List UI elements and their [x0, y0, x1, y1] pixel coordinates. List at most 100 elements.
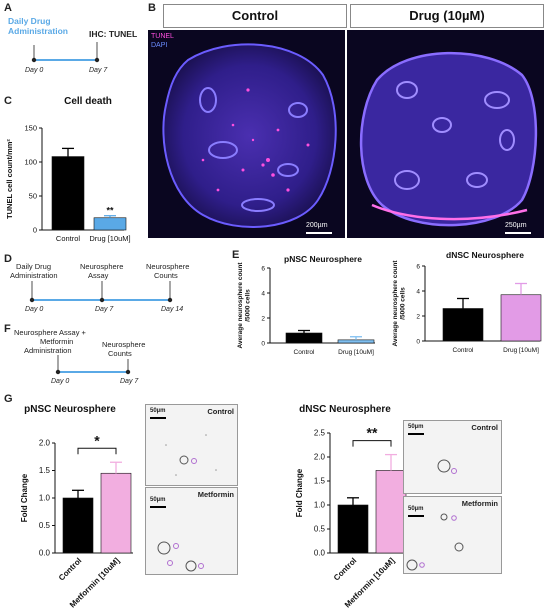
y-tick-label: 6	[416, 264, 420, 271]
chart-title: Cell death	[64, 96, 112, 107]
bf-dnsc-metformin-label: Metformin	[461, 499, 498, 508]
timeline-f-tick-1: Day 0	[51, 378, 69, 385]
panel-letter-b: B	[148, 2, 156, 14]
timeline-f-tick-2: Day 7	[120, 378, 139, 385]
bar	[51, 156, 85, 231]
bar	[337, 339, 375, 344]
timeline-a-label-top: Daily Drug Administration	[8, 16, 68, 36]
panel-letter-c: C	[4, 95, 12, 107]
brightfield-pnsc-control: Control 50µm	[145, 404, 238, 486]
chart-title: dNSC Neurosphere	[446, 250, 524, 260]
y-tick-label: 50	[29, 192, 37, 201]
y-tick-label: 4	[261, 291, 265, 298]
timeline-f: Neurosphere Assay + Metformin Administrati…	[14, 328, 145, 385]
y-tick-label: 2.5	[314, 429, 326, 438]
timeline-d-event-2: Neurosphere Assay	[80, 262, 123, 280]
scalebar-right	[505, 232, 531, 234]
x-tick-label: Control	[57, 556, 83, 582]
x-tick-label: Control	[332, 556, 358, 582]
significance-label: *	[94, 432, 100, 448]
chart-title: pNSC Neurosphere	[24, 404, 116, 415]
y-tick-label: 4	[416, 289, 420, 296]
scalebar-label-right: 250µm	[505, 222, 527, 229]
timeline-d-event-3: Neurosphere Counts	[146, 262, 189, 280]
header-control: Control	[163, 4, 347, 28]
timeline-a: Daily Drug Administration IHC: TUNEL Day …	[8, 16, 137, 74]
chart-dnsc-g: dNSC Neurosphere Fold Change 0.0 0.5 1.0 1.5 2…	[295, 404, 408, 608]
y-tick-label: 0.0	[314, 549, 326, 558]
bf-dnsc-scale-label-1: 50µm	[408, 424, 424, 430]
legend-tunel: TUNEL	[151, 33, 174, 40]
y-axis-label: Average neurosphere count/5000 cells	[237, 262, 252, 349]
bf-pnsc-scale-label-2: 50µm	[150, 497, 166, 503]
significance-bracket	[352, 440, 392, 447]
timeline-f-event-2: Neurosphere Counts	[102, 340, 145, 358]
y-tick-label: 0.5	[314, 525, 326, 534]
y-axis-label: TUNEL cell count/mm²	[5, 139, 14, 219]
timeline-a-tick-start: Day 0	[25, 67, 43, 74]
timeline-d-event-1: Daily Drug Administration	[10, 262, 58, 280]
y-tick-label: 0.5	[39, 521, 51, 530]
x-tick-label: Control	[294, 349, 316, 356]
micrograph-control: TUNEL DAPI 200µm	[148, 30, 345, 238]
bar	[442, 308, 484, 342]
chart-pnsc-g: pNSC Neurosphere Fold Change 0.0 0.5 1.0 1.5 2…	[20, 404, 133, 608]
timeline-f-event-1: Neurosphere Assay + Metformin Administrati…	[14, 328, 87, 355]
bar	[500, 294, 542, 342]
timeline-d: Daily Drug Administration Neurosphere Assa…	[10, 262, 189, 313]
bar	[93, 217, 127, 231]
timeline-d-tick-2: Day 7	[95, 306, 114, 313]
x-tick-label: Drug [10uM]	[503, 347, 539, 354]
panel-letter-d: D	[4, 253, 12, 265]
bf-pnsc-scale-label-1: 50µm	[150, 408, 166, 414]
y-tick-label: 2	[416, 314, 420, 321]
brightfield-dnsc-control: Control 50µm	[403, 420, 502, 494]
y-tick-label: 1.0	[314, 501, 326, 510]
significance-bracket	[77, 447, 117, 455]
panel-letter-f: F	[4, 323, 11, 335]
tissue-control-image	[162, 43, 337, 228]
chart-pnsc-e: pNSC Neurosphere Average neurosphere coun…	[237, 254, 375, 356]
panel-letter-a: A	[4, 2, 12, 14]
bar	[100, 472, 132, 554]
significance-label: **	[367, 425, 378, 441]
y-tick-label: 150	[24, 124, 37, 133]
y-tick-label: 1.5	[39, 466, 51, 475]
bf-pnsc-control-label: Control	[207, 407, 234, 416]
bf-dnsc-scale-label-2: 50µm	[408, 506, 424, 512]
significance-label: **	[106, 206, 114, 216]
x-tick-label: Drug [10uM]	[89, 234, 130, 243]
bar	[337, 504, 369, 554]
y-tick-label: 0	[33, 226, 37, 235]
panel-letter-g: G	[4, 393, 13, 405]
chart-title: pNSC Neurosphere	[284, 254, 362, 264]
brightfield-pnsc-metformin: Metformin 50µm	[145, 487, 238, 575]
brightfield-dnsc-metformin: Metformin 50µm	[403, 496, 502, 574]
chart-cell-death: Cell death TUNEL cell count/mm² 0 50 100 150 C…	[5, 96, 131, 243]
x-tick-label: Control	[453, 347, 475, 354]
bar	[285, 332, 323, 344]
y-tick-label: 1.5	[314, 477, 326, 486]
panel-letter-e: E	[232, 249, 240, 261]
bar	[62, 497, 94, 554]
scalebar-label-left: 200µm	[306, 222, 328, 229]
y-tick-label: 2.0	[39, 439, 51, 448]
timeline-a-tick-end: Day 7	[89, 67, 108, 74]
tissue-drug-image	[359, 51, 538, 227]
chart-title: dNSC Neurosphere	[299, 404, 391, 415]
micrograph-drug: 250µm	[347, 30, 544, 238]
y-tick-label: 0	[416, 339, 420, 346]
y-axis-label: Average neurosphere count/5000 cells	[392, 260, 407, 347]
x-tick-label: Control	[56, 234, 81, 243]
x-tick-label: Drug [10uM]	[338, 349, 374, 356]
y-tick-label: 1.0	[39, 494, 51, 503]
y-tick-label: 0.0	[39, 549, 51, 558]
timeline-a-label-right: IHC: TUNEL	[89, 29, 137, 39]
y-tick-label: 0	[261, 341, 265, 348]
bf-pnsc-metformin-label: Metformin	[197, 490, 234, 499]
bar	[375, 470, 407, 554]
y-axis-label: Fold Change	[295, 468, 304, 517]
timeline-d-tick-3: Day 14	[161, 306, 183, 313]
timeline-d-tick-1: Day 0	[25, 306, 43, 313]
y-tick-label: 2.0	[314, 453, 326, 462]
